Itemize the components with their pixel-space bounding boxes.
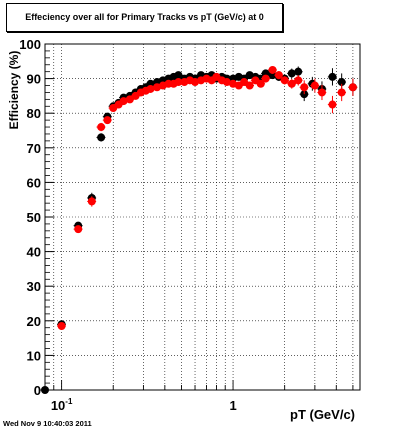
chart-title: Effeciency over all for Primary Tracks v… (25, 12, 264, 22)
y-tick-label: 40 (27, 245, 41, 260)
data-point-series-2 (245, 81, 255, 90)
data-point-series-2 (293, 75, 303, 86)
data-point-series-2 (337, 83, 347, 102)
data-point-series-2 (57, 321, 66, 330)
y-tick-label: 70 (27, 141, 41, 156)
data-point-series-1 (173, 71, 183, 80)
x-axis-label: pT (GeV/c) (290, 407, 356, 422)
y-tick-label: 10 (27, 348, 41, 363)
y-tick-label: 100 (19, 37, 41, 52)
grid-lines (45, 44, 360, 390)
data-point-series-2 (348, 78, 358, 96)
y-tick-label: 0 (34, 383, 41, 398)
data-point-series-2 (317, 84, 327, 101)
data-point-series-2 (267, 65, 277, 74)
y-axis-label: Efficiency (%) (7, 50, 21, 130)
y-tick-label: 50 (27, 210, 41, 225)
y-tick-label: 20 (27, 314, 41, 329)
timestamp: Wed Nov 9 10:40:03 2011 (3, 419, 92, 428)
x-axis: 10-1 1 (44, 380, 354, 413)
title-box: Effeciency over all for Primary Tracks v… (6, 3, 283, 32)
data-point-series-2 (87, 196, 97, 207)
data-point-series-2 (280, 76, 290, 85)
data-point-series-2 (256, 79, 266, 88)
data-point-series-2 (287, 78, 297, 89)
data-point-series-1 (327, 68, 337, 86)
y-tick-label: 80 (27, 106, 41, 121)
data-point-series-2 (299, 80, 309, 95)
data-point-series-2 (102, 116, 112, 125)
data-point-series-2 (274, 70, 284, 80)
x-tick-label: 10-1 (51, 397, 73, 413)
x-tick-label: 1 (229, 398, 236, 413)
data-point-series-2 (96, 122, 106, 132)
data-points (40, 65, 358, 394)
y-tick-label: 30 (27, 279, 41, 294)
data-point-series-2 (310, 78, 320, 93)
data-point-series-2 (327, 95, 337, 114)
y-tick-label: 60 (27, 175, 41, 190)
data-point-series-2 (73, 225, 83, 234)
data-point-series-2 (261, 74, 271, 83)
data-point-series-2 (125, 95, 135, 104)
data-point-series-1 (96, 133, 106, 142)
y-tick-label: 90 (27, 72, 41, 87)
data-point-series-1 (40, 386, 50, 394)
y-axis: 0 10 20 30 40 50 60 70 80 90 100 (19, 37, 54, 398)
